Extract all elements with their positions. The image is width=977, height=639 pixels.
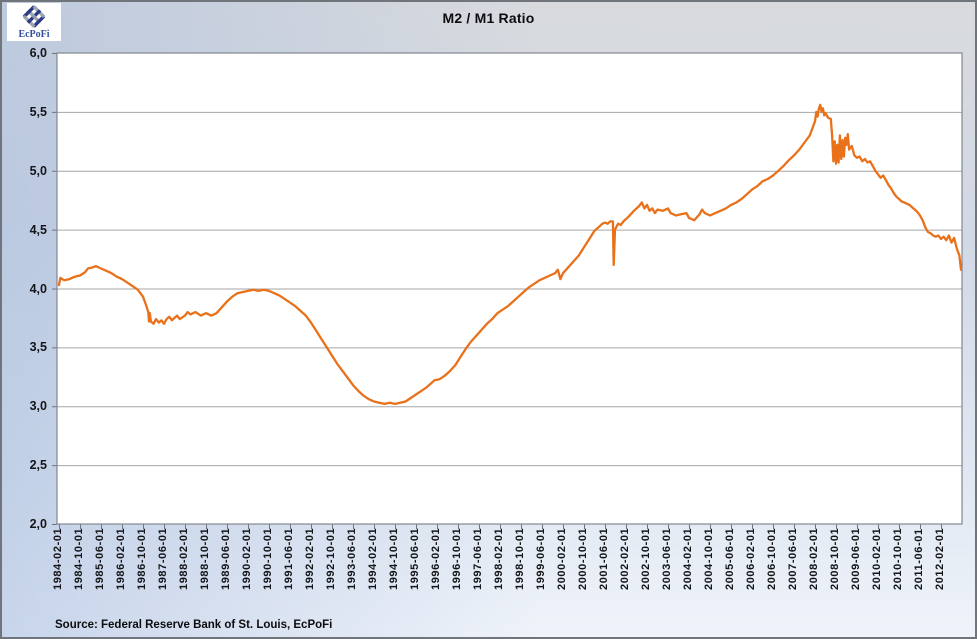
- x-tick-label: 2003-06-01: [661, 528, 673, 591]
- x-tick-label: 1990-10-01: [262, 528, 274, 591]
- ratio-line-series: [57, 103, 963, 406]
- y-tick-label: 2,5: [29, 458, 47, 473]
- x-tick-label: 2006-02-01: [745, 528, 757, 591]
- x-tick-label: 1988-02-01: [178, 528, 190, 591]
- y-tick-label: 3,5: [29, 340, 47, 355]
- x-tick-label: 2006-10-01: [766, 528, 778, 591]
- x-tick-label: 1998-10-01: [514, 528, 526, 591]
- x-tick-label: 1984-02-01: [52, 528, 64, 591]
- x-tick-label: 1997-06-01: [472, 528, 484, 591]
- x-tick-label: 1992-10-01: [325, 528, 337, 591]
- x-tick-label: 2002-10-01: [640, 528, 652, 591]
- x-tick-label: 1986-02-01: [115, 528, 127, 591]
- x-tick-label: 1996-10-01: [451, 528, 463, 591]
- x-tick-label: 1988-10-01: [199, 528, 211, 591]
- x-tick-label: 2000-10-01: [577, 528, 589, 591]
- x-tick-label: 1986-10-01: [136, 528, 148, 591]
- x-tick-label: 1984-10-01: [73, 528, 85, 591]
- y-tick-label: 4,5: [29, 222, 47, 237]
- x-tick-label: 2008-10-01: [829, 528, 841, 591]
- x-tick-label: 1994-10-01: [388, 528, 400, 591]
- x-tick-label: 2009-06-01: [850, 528, 862, 591]
- y-tick-label: 4,0: [29, 281, 47, 296]
- x-tick-label: 1990-02-01: [241, 528, 253, 591]
- x-tick-label: 2002-02-01: [619, 528, 631, 591]
- x-tick-label: 1995-06-01: [409, 528, 421, 591]
- x-tick-label: 2004-02-01: [682, 528, 694, 591]
- source-note: Source: Federal Reserve Bank of St. Loui…: [55, 619, 333, 631]
- x-tick-label: 2010-10-01: [892, 528, 904, 591]
- x-tick-label: 2000-02-01: [556, 528, 568, 591]
- plot-border: [56, 52, 963, 525]
- ecpofi-logo: EcPoFi: [7, 3, 61, 41]
- x-tick-label: 2007-06-01: [787, 528, 799, 591]
- x-tick-label: 2008-02-01: [808, 528, 820, 591]
- y-tick-label: 5,0: [29, 163, 47, 178]
- x-tick-label: 1998-02-01: [493, 528, 505, 591]
- x-tick-label: 1985-06-01: [94, 528, 106, 591]
- x-tick-label: 2004-10-01: [703, 528, 715, 591]
- y-tick-label: 2,0: [29, 517, 47, 531]
- y-tick-label: 3,0: [29, 399, 47, 414]
- x-tick-label: 1987-06-01: [157, 528, 169, 591]
- y-tick-label: 6,0: [29, 46, 47, 60]
- x-tick-label: 2005-06-01: [724, 528, 736, 591]
- x-tick-label: 1993-06-01: [346, 528, 358, 591]
- x-tick-label: 1992-02-01: [304, 528, 316, 591]
- ecpofi-logo-text: EcPoFi: [18, 29, 50, 40]
- ecpofi-weave-icon: [23, 5, 45, 28]
- y-tick-label: 5,5: [29, 104, 47, 119]
- x-tick-label: 2001-06-01: [598, 528, 610, 591]
- x-tick-label: 1989-06-01: [220, 528, 232, 591]
- x-tick-label: 2011-06-01: [913, 528, 925, 590]
- chart-title: M2 / M1 Ratio: [442, 10, 535, 26]
- x-tick-label: 1999-06-01: [535, 528, 547, 591]
- x-tick-label: 2012-02-01: [934, 528, 946, 591]
- x-tick-label: 1996-02-01: [430, 528, 442, 591]
- x-tick-label: 1994-02-01: [367, 528, 379, 591]
- x-tick-label: 1991-06-01: [283, 528, 295, 591]
- x-tick-label: 2010-02-01: [871, 528, 883, 591]
